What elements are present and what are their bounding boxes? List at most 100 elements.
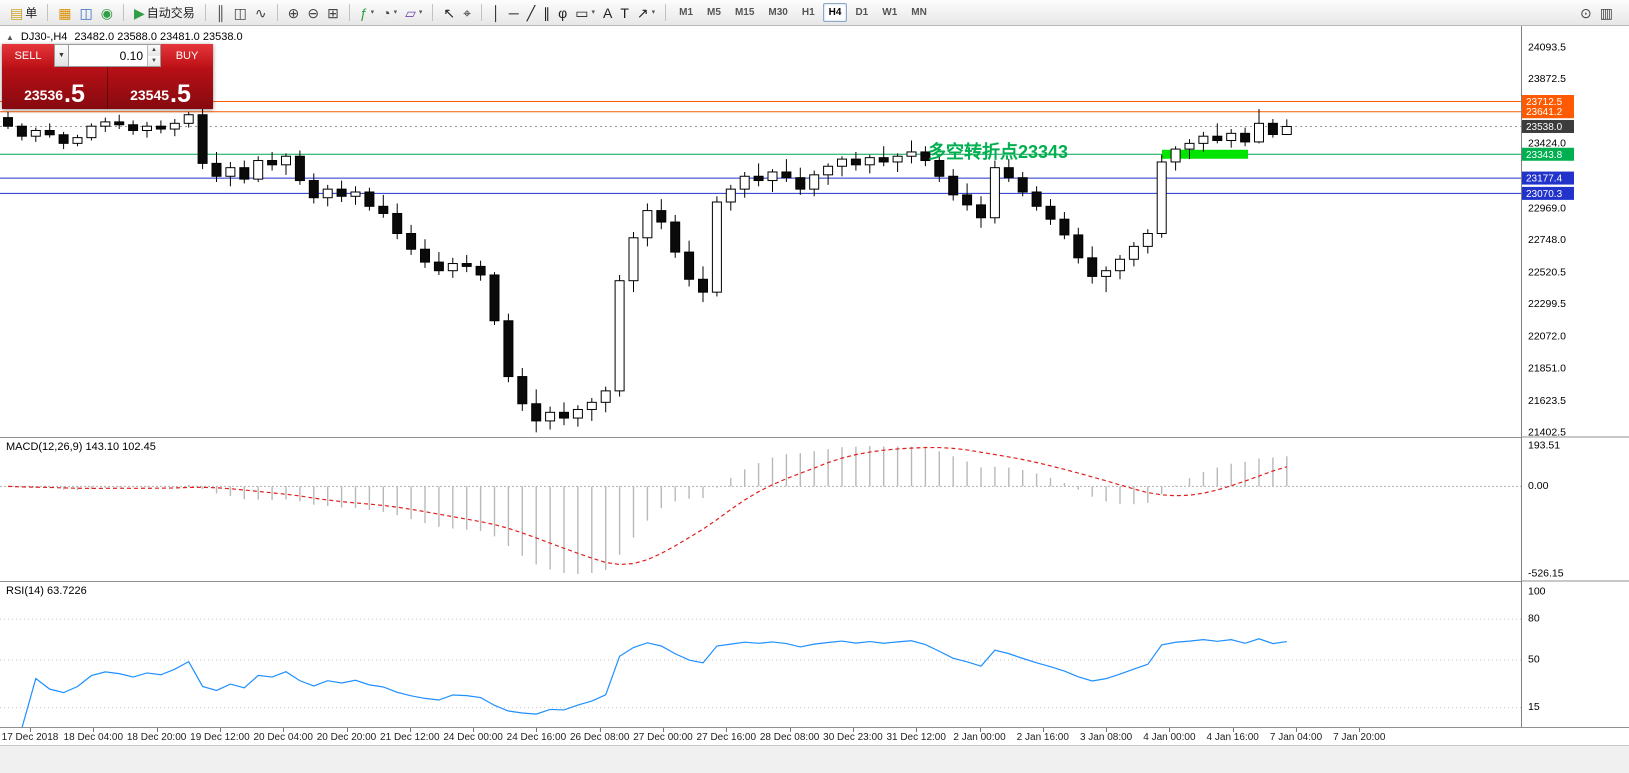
fibonacci-icon: φ (558, 4, 568, 21)
candlestick-chart-icon: ◫ (233, 4, 247, 21)
templates-icon[interactable]: ▱ ▾ (402, 5, 425, 21)
autotrade-button[interactable]: ▶ 自动交易 (131, 5, 198, 21)
timeframe-h1[interactable]: H1 (801, 7, 815, 18)
rsi-chart[interactable] (0, 582, 1521, 729)
timeframe-h4[interactable]: H4 (822, 3, 848, 22)
chevron-down-icon[interactable]: ▾ (591, 9, 595, 16)
periods-icon[interactable]: ◔ ▾ (379, 5, 400, 21)
volume-value[interactable]: 0.10 (119, 48, 143, 63)
chevron-down-icon[interactable]: ▾ (651, 9, 656, 16)
highlight-segment (1162, 149, 1248, 159)
trendline-icon[interactable]: ╱ (524, 5, 538, 21)
macd-chart[interactable] (0, 438, 1521, 581)
sell-price-button[interactable]: 23536 .5 (2, 67, 108, 109)
timeframe-m30[interactable]: M30 (768, 7, 788, 18)
time-axis-label: 20 Dec 20:00 (316, 732, 377, 743)
trendline-icon: ╱ (526, 4, 536, 21)
time-axis-label: 26 Dec 08:00 (569, 732, 630, 743)
indicators-icon[interactable]: ƒ ▾ (357, 5, 377, 21)
crosshair-icon[interactable]: ⌖ (460, 5, 474, 21)
chart-window-icon: ▦ (58, 4, 72, 21)
price-axis-label: 21623.5 (1528, 395, 1566, 407)
channel-icon[interactable]: ∥ (540, 5, 553, 21)
chevron-down-icon[interactable]: ▾ (418, 9, 423, 16)
toolbar-separator (276, 4, 278, 21)
price-axis-label: 22969.0 (1528, 202, 1566, 214)
arrows-icon: ↗ (636, 4, 649, 21)
sell-button[interactable]: SELL (2, 44, 54, 67)
help-icon[interactable]: ◉ (98, 5, 116, 21)
chart-window-icon[interactable]: ▦ (55, 5, 74, 21)
time-axis-label: 24 Dec 00:00 (443, 732, 503, 743)
time-axis-tick (409, 728, 411, 732)
timeframe-d1[interactable]: D1 (855, 7, 869, 18)
chevron-down-icon[interactable]: ▾ (393, 9, 398, 16)
volume-field[interactable]: 0.10 ▲ ▼ (69, 44, 161, 67)
new-order-button[interactable]: ▤ 单 (7, 5, 40, 21)
chevron-down-icon[interactable]: ▾ (370, 9, 375, 16)
price-axis-label: 21402.5 (1528, 427, 1566, 439)
svg-text:23641.2: 23641.2 (1526, 107, 1563, 118)
toolbar-separator (122, 4, 124, 21)
toolbar-separator (204, 4, 206, 21)
time-axis-tick (30, 728, 31, 732)
buy-button[interactable]: BUY (161, 44, 213, 67)
horizontal-line-icon[interactable]: ─ (506, 5, 522, 21)
rsi-label: RSI(14) 63.7226 (6, 585, 87, 597)
data-window-icon[interactable]: ▥ (1597, 5, 1616, 21)
vertical-line-icon[interactable]: │ (489, 5, 504, 21)
fibonacci-icon[interactable]: φ (555, 5, 570, 21)
volume-up-button[interactable]: ▲ (148, 45, 160, 56)
candlestick-chart-icon[interactable]: ◫ (231, 5, 250, 21)
zoom-out-icon: ⊖ (307, 4, 320, 21)
time-axis-label: 19 Dec 12:00 (190, 732, 250, 743)
search-icon: ⊙ (1580, 4, 1592, 21)
toolbar-separator (481, 4, 483, 21)
cursor-icon[interactable]: ↖ (440, 5, 458, 21)
volume-dropdown-button[interactable]: ▼ (54, 44, 69, 67)
text-icon[interactable]: A (600, 5, 615, 21)
time-axis[interactable]: 17 Dec 2018 18 Dec 04:00 18 Dec 20:00 19 De… (0, 727, 1629, 745)
price-axis-label: 23424.0 (1528, 137, 1566, 149)
timeframe-m15[interactable]: M15 (734, 7, 755, 18)
data-window-icon: ▥ (1599, 4, 1613, 21)
price-axis[interactable]: 24093.5 23872.5 23424.0 22969.0 22748.0 22520… (1521, 26, 1629, 727)
timeframe-mn[interactable]: MN (911, 7, 927, 18)
arrows-icon[interactable]: ↗ ▾ (634, 5, 658, 21)
bar-chart-icon[interactable]: ║ (213, 5, 229, 21)
zoom-in-icon[interactable]: ⊕ (285, 5, 303, 21)
volume-down-button[interactable]: ▼ (148, 55, 160, 66)
shapes-icon[interactable]: ▭ ▾ (572, 5, 598, 21)
tile-windows-icon[interactable]: ⊞ (324, 5, 342, 21)
price-tag: 23343.8 (1522, 147, 1574, 161)
macd-axis-label: -526.15 (1528, 568, 1564, 580)
text-label-icon[interactable]: T (617, 5, 632, 21)
main-chart[interactable]: 多空转折点23343 (0, 26, 1521, 437)
market-watch-icon[interactable]: ◫ (76, 5, 95, 21)
panel-toggle-icon[interactable]: ▲ (6, 32, 14, 42)
candles-layer (3, 109, 1292, 433)
zoom-out-icon[interactable]: ⊖ (304, 5, 322, 21)
sell-price-pips: .5 (64, 80, 85, 108)
price-axis-label: 22072.0 (1528, 331, 1566, 343)
price-axis-label: 23872.5 (1528, 73, 1566, 85)
toolbar-separator (432, 4, 434, 21)
time-axis-label: 18 Dec 04:00 (63, 732, 124, 743)
buy-price-main: 23545 (130, 87, 170, 104)
time-axis-label: 17 Dec 2018 (1, 732, 59, 743)
timeframe-m5[interactable]: M5 (707, 7, 721, 18)
time-axis-label: 7 Jan 20:00 (1333, 732, 1386, 743)
search-icon[interactable]: ⊙ (1577, 5, 1595, 21)
svg-text:23538.0: 23538.0 (1526, 122, 1563, 133)
timeframe-w1[interactable]: W1 (882, 7, 898, 18)
time-axis-label: 27 Dec 16:00 (696, 732, 757, 743)
toolbar-separator (47, 4, 49, 21)
time-axis-tick (1169, 728, 1171, 732)
svg-text:23070.3: 23070.3 (1526, 189, 1563, 200)
sell-price-main: 23536 (24, 87, 64, 104)
buy-price-button[interactable]: 23545 .5 (108, 67, 213, 109)
line-chart-icon[interactable]: ∿ (252, 5, 270, 21)
tile-windows-icon: ⊞ (327, 4, 339, 21)
timeframe-m1[interactable]: M1 (679, 7, 694, 18)
time-axis-label: 4 Jan 00:00 (1143, 732, 1196, 743)
